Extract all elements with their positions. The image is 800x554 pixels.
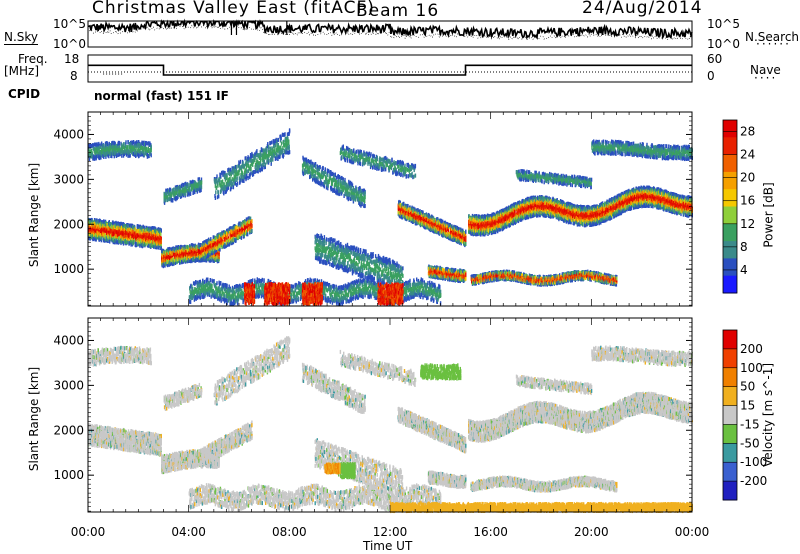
power-band-15 bbox=[516, 169, 593, 189]
velocity-band-15 bbox=[516, 375, 593, 396]
velocity-colorbar-swatch-2 bbox=[723, 368, 737, 387]
velocity-band-13 bbox=[591, 345, 693, 367]
power-cb-label-28: 28 bbox=[740, 125, 755, 139]
power-colorbar-swatch-6 bbox=[723, 224, 737, 242]
power-band-13 bbox=[591, 139, 693, 161]
power-cb-label-12: 12 bbox=[740, 217, 755, 231]
power-cb-label-20: 20 bbox=[740, 171, 755, 185]
velocity-band-10 bbox=[302, 363, 366, 414]
power-band-5 bbox=[428, 265, 467, 284]
velocity-band-2 bbox=[201, 421, 252, 466]
velocity-colorbar-swatch-0 bbox=[723, 330, 737, 349]
xtick-label-6: 00:00 bbox=[675, 525, 710, 539]
xtick-label-2: 08:00 bbox=[272, 525, 307, 539]
power-ytick-label-1000: 1000 bbox=[53, 262, 84, 276]
power-colorbar-swatch-7 bbox=[723, 241, 737, 259]
velocity-band-5 bbox=[428, 471, 467, 489]
power-band-0 bbox=[88, 218, 162, 250]
power-colorbar-swatch-8 bbox=[723, 258, 737, 276]
power-cb-label-4: 4 bbox=[740, 263, 748, 277]
power-ytick-label-4000: 4000 bbox=[53, 127, 84, 141]
freq-series bbox=[88, 65, 692, 75]
power-colorbar-swatch-0 bbox=[723, 120, 737, 138]
velocity-colorbar-label: Velocity [m s^-1] bbox=[761, 363, 775, 467]
velocity-orange-patch bbox=[325, 462, 341, 474]
power-ytick-label-3000: 3000 bbox=[53, 172, 84, 186]
velocity-colorbar-swatch-7 bbox=[723, 462, 737, 481]
power-band-3 bbox=[468, 186, 693, 237]
velocity-band-4 bbox=[398, 407, 467, 454]
power-ylabel: Slant Range [km] bbox=[27, 163, 41, 267]
velocity-colorbar-swatch-3 bbox=[723, 387, 737, 406]
velocity-cb-label-3: 15 bbox=[740, 399, 755, 413]
velocity-band-9 bbox=[214, 336, 290, 406]
velocity-band-6 bbox=[471, 475, 618, 492]
power-band-7 bbox=[88, 140, 152, 161]
power-colorbar-label: Power [dB] bbox=[762, 182, 776, 247]
velocity-cb-label-7: -200 bbox=[740, 474, 767, 488]
power-nearrange-2 bbox=[377, 282, 403, 305]
power-band-10 bbox=[302, 156, 366, 208]
power-band-11 bbox=[340, 145, 416, 180]
power-ytick-label-2000: 2000 bbox=[53, 217, 84, 231]
power-colorbar-swatch-9 bbox=[723, 276, 737, 294]
velocity-band-8 bbox=[164, 383, 203, 411]
velocity-band-0 bbox=[88, 423, 162, 457]
power-band-8 bbox=[164, 177, 203, 205]
power-colorbar-swatch-5 bbox=[723, 207, 737, 225]
xtick-label-4: 16:00 bbox=[473, 525, 508, 539]
nsky-series bbox=[88, 22, 692, 38]
velocity-colorbar-swatch-1 bbox=[723, 349, 737, 368]
velocity-ytick-label-1000: 1000 bbox=[53, 468, 84, 482]
xtick-label-0: 00:00 bbox=[71, 525, 106, 539]
velocity-colorbar-swatch-5 bbox=[723, 424, 737, 443]
power-band-4 bbox=[398, 200, 467, 247]
xtick-label-1: 04:00 bbox=[171, 525, 206, 539]
velocity-colorbar-swatch-6 bbox=[723, 443, 737, 462]
power-cb-label-8: 8 bbox=[740, 240, 748, 254]
velocity-cb-label-2: 50 bbox=[740, 380, 755, 394]
power-colorbar-swatch-4 bbox=[723, 189, 737, 207]
velocity-cb-label-5: -50 bbox=[740, 436, 760, 450]
velocity-ytick-label-2000: 2000 bbox=[53, 423, 84, 437]
velocity-band-3 bbox=[468, 392, 693, 443]
freq-panel-frame bbox=[88, 55, 692, 82]
xtick-label-3: 12:00 bbox=[373, 525, 408, 539]
power-cb-label-24: 24 bbox=[740, 148, 755, 162]
velocity-colorbar-swatch-4 bbox=[723, 406, 737, 425]
velocity-ytick-label-4000: 4000 bbox=[53, 333, 84, 347]
xlabel: Time UT bbox=[363, 539, 412, 553]
xtick-label-5: 20:00 bbox=[574, 525, 609, 539]
power-band-6 bbox=[471, 270, 618, 287]
power-band-9 bbox=[214, 128, 290, 200]
velocity-cb-label-1: 100 bbox=[740, 361, 763, 375]
power-colorbar-swatch-1 bbox=[723, 137, 737, 155]
velocity-green-patch bbox=[340, 462, 356, 479]
velocity-cb-label-0: 200 bbox=[740, 342, 763, 356]
velocity-band-7 bbox=[88, 346, 152, 367]
power-colorbar-swatch-3 bbox=[723, 172, 737, 190]
power-nearrange-1 bbox=[302, 282, 323, 306]
power-band-2 bbox=[201, 216, 252, 261]
power-cb-label-16: 16 bbox=[740, 194, 755, 208]
velocity-ylabel: Slant Range [km] bbox=[27, 367, 41, 471]
velocity-ytick-label-3000: 3000 bbox=[53, 378, 84, 392]
power-nearrange-3 bbox=[244, 282, 255, 306]
velocity-green-upper bbox=[420, 363, 461, 380]
power-colorbar-swatch-2 bbox=[723, 155, 737, 173]
velocity-band-11 bbox=[340, 350, 416, 387]
velocity-colorbar-swatch-8 bbox=[723, 481, 737, 500]
power-nearrange-0 bbox=[264, 282, 290, 306]
velocity-cb-label-4: -15 bbox=[740, 417, 760, 431]
velocity-nearrange-orange bbox=[390, 502, 693, 513]
